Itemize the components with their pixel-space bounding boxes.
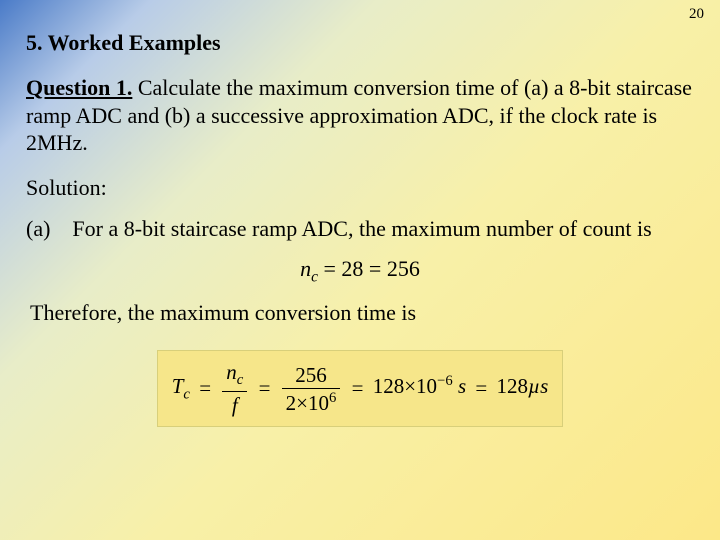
part-a: (a) For a 8-bit staircase ramp ADC, the …	[26, 215, 694, 243]
rhs-128b: 128	[496, 375, 528, 399]
nc-n: n	[300, 256, 311, 281]
nc-equation: nc = 28 = 256	[26, 256, 694, 286]
times-icon: ×	[404, 375, 416, 399]
mu-icon: µ	[528, 375, 540, 399]
rhs-s: s	[458, 375, 466, 399]
formula-T-sub: c	[183, 387, 190, 403]
page-number: 20	[689, 6, 704, 23]
part-a-text: For a 8-bit staircase ramp ADC, the maxi…	[72, 216, 651, 241]
equals-icon: =	[475, 376, 487, 401]
rhs-exp: −6	[437, 374, 453, 390]
formula: Tc = nc f = 256 2×106 = 128×10−6 s = 128…	[157, 350, 564, 427]
fraction-2: 256 2×106	[282, 364, 341, 414]
rhs-128: 128	[373, 375, 405, 399]
question-label: Question 1.	[26, 75, 132, 100]
formula-T: T	[172, 375, 184, 399]
nc-rest: = 28 = 256	[318, 256, 420, 281]
section-heading: 5. Worked Examples	[26, 30, 694, 56]
therefore-line: Therefore, the maximum conversion time i…	[30, 300, 694, 326]
formula-block: Tc = nc f = 256 2×106 = 128×10−6 s = 128…	[26, 350, 694, 427]
frac2-num: 256	[282, 364, 341, 389]
frac1-den: f	[222, 392, 247, 416]
frac1-num-n: n	[226, 360, 237, 384]
frac2-den-10: 10	[308, 391, 329, 415]
frac2-den-exp: 6	[329, 390, 336, 406]
part-a-label: (a)	[26, 216, 50, 241]
frac2-den-2: 2	[286, 391, 297, 415]
rhs-10: 10	[416, 375, 437, 399]
nc-sub: c	[311, 268, 318, 285]
equals-icon: =	[352, 376, 364, 401]
rhs-s2: s	[540, 375, 548, 399]
solution-label: Solution:	[26, 175, 694, 201]
equals-icon: =	[259, 376, 271, 401]
equals-icon: =	[199, 376, 211, 401]
fraction-1: nc f	[222, 361, 247, 416]
times-icon: ×	[296, 391, 308, 415]
question-block: Question 1. Calculate the maximum conver…	[26, 74, 694, 157]
frac1-num-sub: c	[237, 373, 244, 389]
